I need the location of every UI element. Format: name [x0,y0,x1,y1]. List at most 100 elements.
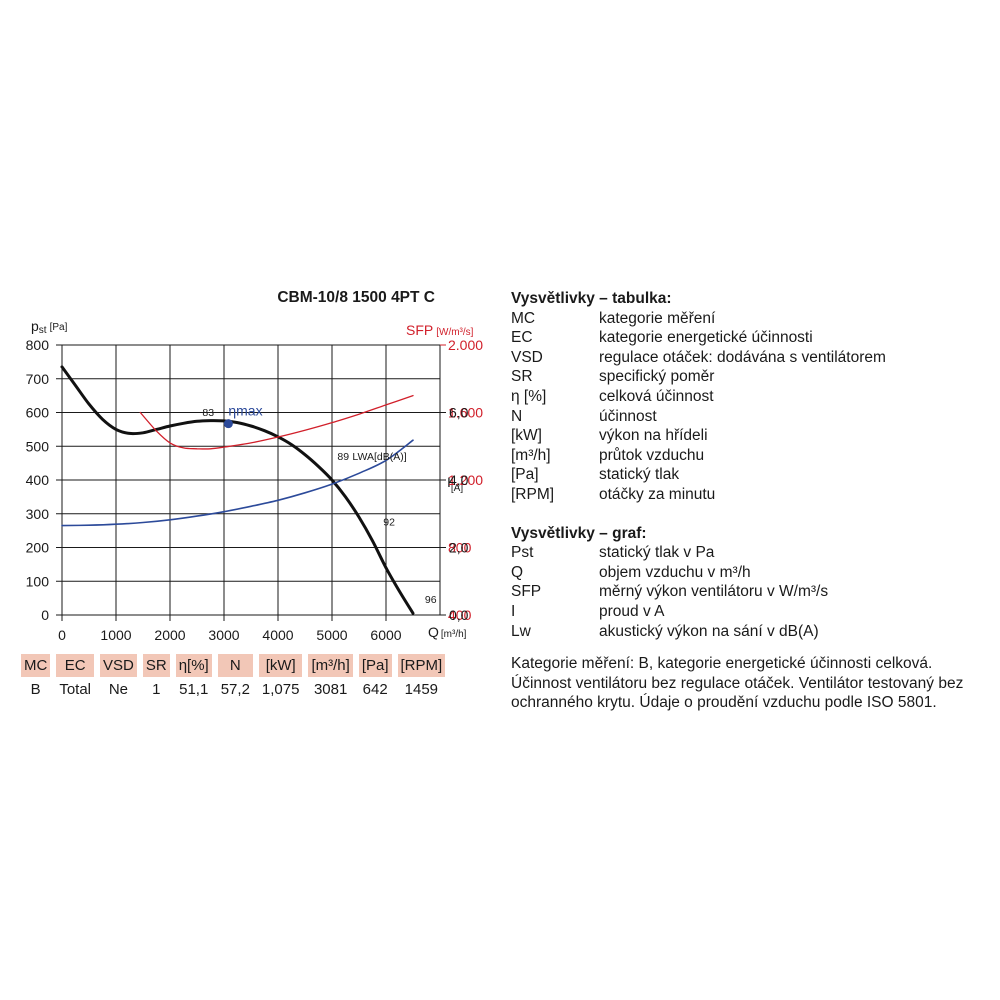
table-cell: 51,1 [179,680,209,698]
table-header-cell: [m³/h] [308,654,353,677]
y-left-tick-label: 0 [41,607,49,623]
x-tick-label: 5000 [316,627,347,643]
x-label: Q [428,624,439,640]
y-right-sfp-tick-label: 400 [448,607,472,623]
legend-item-key: [m³/h] [511,446,551,464]
lwa-label-89: 89 [337,451,349,463]
table-header-row: MC EC VSD SR η[%] N [kW] [m³/h] [Pa] [RPM] [21,654,446,677]
y-right-sfp-tick-label: 800 [448,540,472,556]
legend-item-value: akustický výkon na sání v dB(A) [599,622,819,640]
legend-item-value: specifický poměr [599,368,715,386]
legend-item-value: statický tlak [599,466,680,484]
legend-item: [m³/h] průtok vzduchu [511,446,991,466]
table-cell: Ne [108,680,129,698]
x-tick-label: 4000 [262,627,293,643]
y-right-sfp-axis-label: SFP [W/m³/s] [406,322,474,338]
legend-item-value: průtok vzduchu [599,446,705,464]
table-cell: B [30,680,41,698]
table-cell: Total [59,680,92,698]
table-header-cell: [kW] [258,654,303,677]
y-right-current-tick-label: 2,0 [449,540,469,556]
legend-item-value: statický tlak v Pa [599,544,715,562]
y-left-unit: [Pa] [50,322,68,333]
eta-max-point [223,419,233,429]
y-right-current-axis-label: I[A] [447,474,463,494]
y-left-tick-label: 400 [26,472,50,488]
y-left-tick-label: 800 [26,337,50,353]
legend-item-key: [Pa] [511,466,539,484]
legend-note: Kategorie měření: B, kategorie energetic… [511,655,964,712]
legend-item: Pst statický tlak v Pa [511,543,991,563]
performance-table: MC EC VSD SR η[%] N [kW] [m³/h] [Pa] [RPM] B Total… [15,654,451,701]
legend-item: EC kategorie energetické účinnosti [511,328,991,348]
legend-item: SR specifický poměr [511,367,991,387]
legend-item-key: I [511,602,516,620]
table-cell: 1,075 [261,680,300,698]
y-left-tick-label: 700 [26,371,50,387]
legend-graph-title: Vysvětlivky – graf: [511,524,647,542]
y-right-current-unit: [A] [451,483,463,494]
legend-item-key: [RPM] [511,485,555,503]
series-line-sfp [139,394,414,450]
legend-item-key: [kW] [511,427,542,445]
series-line-pressure [60,365,415,615]
table-cell: 3081 [313,680,348,698]
x-tick-label: 2000 [154,627,185,643]
legend-item-key: Pst [511,544,534,562]
legend-item-key: VSD [511,348,543,366]
lwa-label-text: LWA[dB(A)] [352,451,406,463]
legend-item: MC kategorie měření [511,309,991,329]
table-header-cell: EC [56,654,95,677]
grid [61,344,441,616]
table-cell: 57,2 [220,680,250,698]
legend-table-title: Vysvětlivky – tabulka: [511,290,672,307]
x-tick-label: 1000 [100,627,131,643]
legend-item-value: objem vzduchu v m³/h [599,563,751,581]
x-tick-label: 6000 [370,627,401,643]
legend-item-value: výkon na hřídeli [599,427,708,445]
lwa-label-83: 83 [202,407,214,419]
y-left-tick-label: 300 [26,506,50,522]
legend-item: [kW] výkon na hřídeli [511,426,991,446]
table-row: B Total Ne 1 51,1 57,2 1,075 3081 642 1459 [21,677,445,701]
legend-item-value: regulace otáček: dodávána s ventilátorem [599,348,886,366]
series-line-current [61,439,414,527]
legend-item-key: η [%] [511,387,547,405]
legend-item-key: Lw [511,622,531,640]
table-cell: 1 [152,680,161,698]
y-left-tick-label: 200 [26,540,50,556]
eta-max-label: ηmax [228,403,262,419]
legend-item-key: Q [511,563,524,581]
legend-table-items: MC kategorie měření EC kategorie energetick… [511,309,991,505]
lwa-label-96: 96 [425,594,437,606]
legend-item: SFP měrný výkon ventilátoru v W/m³/s [511,582,991,602]
y-right-sfp-tick-label: 1.200 [448,472,483,488]
y-right-current-tick-label: 6,0 [449,405,469,421]
legend-item: [Pa] statický tlak [511,465,991,485]
lwa-label-92: 92 [383,517,395,529]
table-header-cell: η[%] [175,654,212,677]
x-tick-label: 0 [58,627,66,643]
table-header-cell: VSD [100,654,137,677]
legend-item-value: celková účinnost [599,387,714,405]
ticks: 0 100 200 300 400 500 600 700 800 0 1000 2000 3000 40… [26,337,484,643]
y-left-label: p [31,318,39,334]
chart-title: CBM-10/8 1500 4PT C [277,289,435,306]
y-right-current-tick-label: 0,0 [449,607,469,623]
curves [60,365,415,615]
legend-item-key: EC [511,329,533,347]
y-right-sfp-label: SFP [406,322,433,338]
legend-item-value: proud v A [599,602,665,620]
table-header-cell: [RPM] [397,654,446,677]
legend-item-key: SR [511,368,533,386]
legend-item: VSD regulace otáček: dodávána s ventiláto… [511,348,991,368]
legend-item: Lw akustický výkon na sání v dB(A) [511,622,991,642]
y-right-sfp-tick-label: 2.000 [448,337,483,353]
y-right-current-tick-label: 4,0 [449,472,469,488]
y-left-label-sub: st [39,325,47,336]
y-left-tick-label: 500 [26,438,50,454]
legend-item-value: účinnost [599,407,657,425]
